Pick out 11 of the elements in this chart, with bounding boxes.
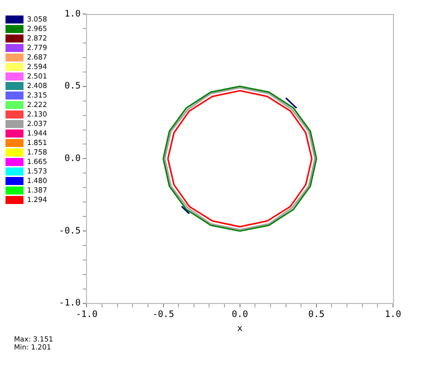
x-tick-label: 0.5 (308, 310, 325, 320)
y-tick-label: 1.0 (64, 9, 81, 20)
y-tick-label: -0.5 (59, 226, 81, 236)
x-axis-title: x (237, 324, 244, 334)
y-tick-label: 0.5 (64, 82, 81, 92)
y-tick-label: -1.0 (59, 298, 81, 309)
x-tick-label: 0.0 (232, 310, 248, 320)
x-tick-label: -0.5 (152, 310, 174, 320)
x-tick-label: 1.0 (384, 310, 402, 320)
y-tick-label: 0.0 (64, 154, 81, 164)
x-tick-label: -1.0 (76, 310, 98, 320)
